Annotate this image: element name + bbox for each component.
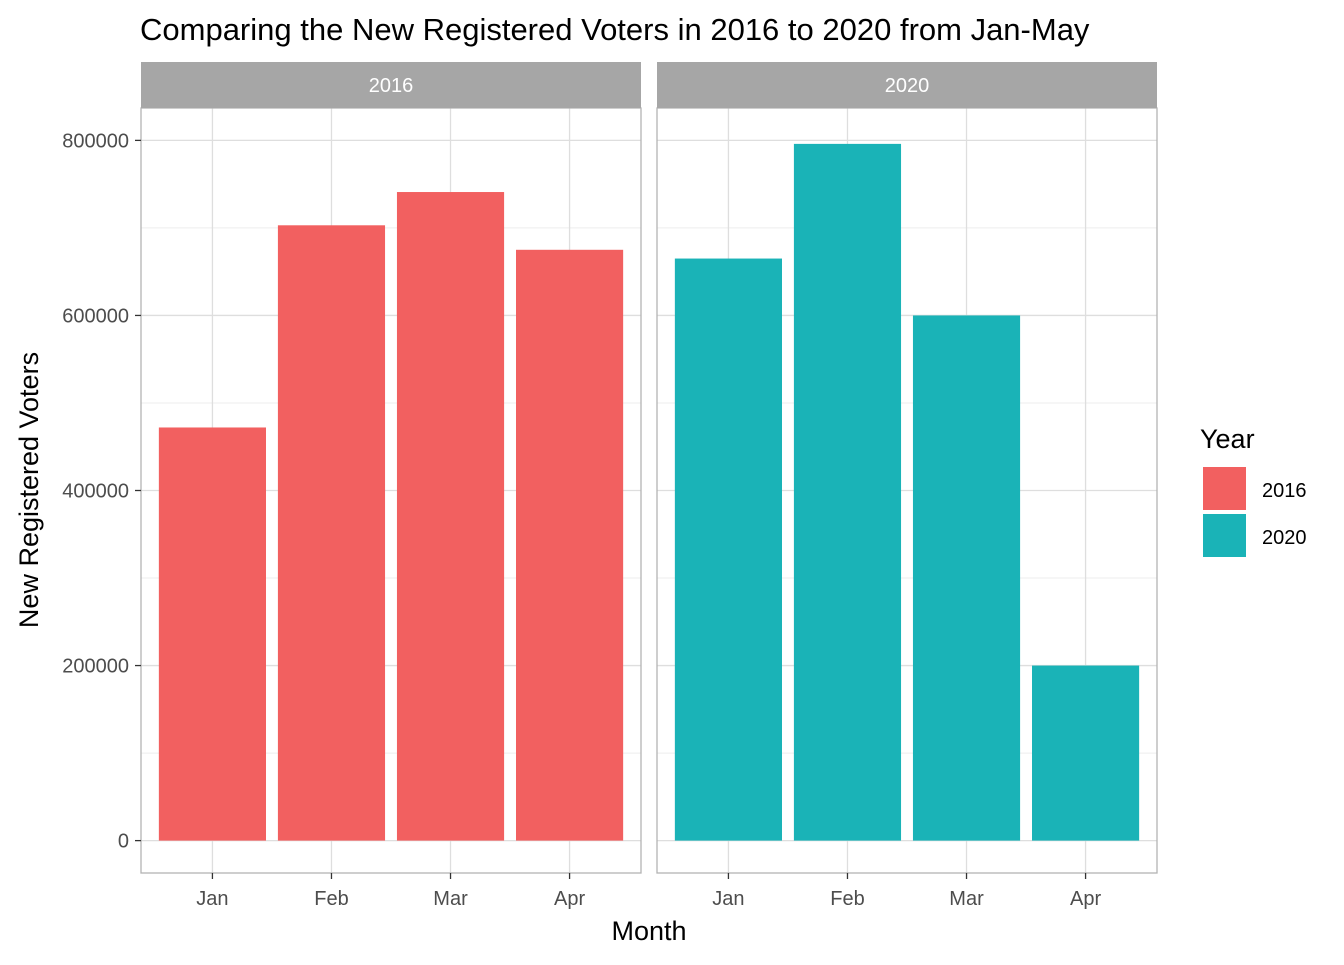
x-tick-label: Mar: [433, 888, 468, 910]
bar-2016-apr: [516, 250, 623, 841]
facet-panel-2016: 2016 Jan Feb Mar Apr: [141, 62, 641, 910]
chart-title: Comparing the New Registered Voters in 2…: [140, 12, 1090, 47]
legend-key-2020: [1203, 514, 1246, 557]
x-tick-label: Apr: [554, 888, 585, 910]
facet-strip-label: 2016: [369, 75, 414, 97]
x-tick-label: Jan: [196, 888, 228, 910]
x-tick-label: Feb: [830, 888, 864, 910]
legend-label-2020: 2020: [1262, 527, 1307, 549]
facet-strip-label: 2020: [885, 75, 930, 97]
x-tick-label: Apr: [1070, 888, 1101, 910]
y-axis-title: New Registered Voters: [14, 352, 44, 628]
y-tick-label: 400000: [62, 481, 129, 503]
bar-2020-mar: [913, 315, 1020, 840]
bar-2016-feb: [278, 225, 385, 840]
legend: Year 2016 2020: [1200, 424, 1307, 557]
legend-title: Year: [1200, 424, 1255, 454]
legend-key-2016: [1203, 467, 1246, 510]
x-tick-label: Mar: [949, 888, 984, 910]
y-tick-label: 200000: [62, 656, 129, 678]
bar-2020-feb: [794, 144, 901, 841]
bar-2020-apr: [1032, 666, 1139, 841]
x-tick-label: Jan: [712, 888, 744, 910]
bar-2020-jan: [675, 259, 782, 841]
y-tick-label: 600000: [62, 305, 129, 327]
legend-label-2016: 2016: [1262, 480, 1307, 502]
facet-panels: 2016 Jan Feb Mar Apr 2020 Jan Feb Mar Apr 0 200000 4…: [62, 62, 1157, 910]
bar-2016-mar: [397, 192, 504, 841]
x-tick-label: Feb: [314, 888, 348, 910]
bar-2016-jan: [159, 427, 266, 840]
y-axis: 0 200000 400000 600000 800000: [62, 130, 141, 852]
y-tick-label: 0: [118, 831, 129, 853]
x-axis-title: Month: [611, 916, 686, 946]
facet-panel-2020: 2020 Jan Feb Mar Apr: [657, 62, 1157, 910]
y-tick-label: 800000: [62, 130, 129, 152]
